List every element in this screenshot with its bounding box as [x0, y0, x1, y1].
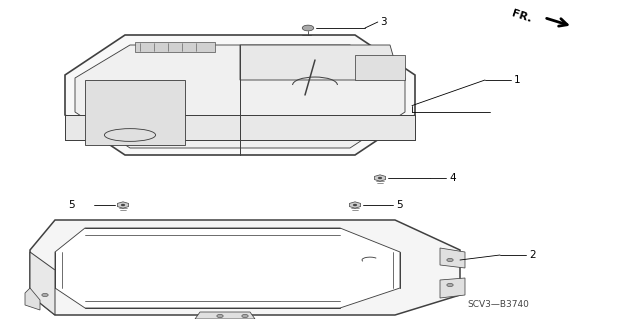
Polygon shape: [195, 312, 255, 319]
Text: 1: 1: [514, 75, 520, 85]
Text: 5: 5: [397, 200, 403, 210]
Circle shape: [378, 177, 382, 179]
Polygon shape: [30, 220, 460, 315]
Circle shape: [242, 315, 248, 318]
Text: 4: 4: [449, 173, 456, 183]
Polygon shape: [65, 115, 415, 140]
Text: SCV3—B3740: SCV3—B3740: [467, 300, 529, 309]
Polygon shape: [240, 45, 400, 80]
Text: FR.: FR.: [510, 8, 533, 24]
Circle shape: [447, 283, 453, 286]
Polygon shape: [440, 278, 465, 298]
Polygon shape: [355, 55, 405, 80]
Polygon shape: [135, 42, 215, 52]
Text: 3: 3: [380, 17, 387, 27]
Circle shape: [302, 25, 314, 31]
Polygon shape: [374, 175, 385, 181]
Text: 2: 2: [529, 250, 536, 260]
Polygon shape: [75, 45, 405, 148]
Circle shape: [217, 315, 223, 318]
Polygon shape: [440, 248, 465, 268]
Polygon shape: [30, 252, 55, 315]
Polygon shape: [118, 202, 129, 208]
Circle shape: [121, 204, 125, 206]
Circle shape: [42, 293, 48, 297]
Circle shape: [353, 204, 357, 206]
Polygon shape: [349, 202, 360, 208]
Circle shape: [447, 258, 453, 262]
Polygon shape: [55, 228, 400, 308]
Text: 5: 5: [68, 200, 75, 210]
Polygon shape: [65, 35, 415, 155]
Polygon shape: [85, 80, 185, 145]
Polygon shape: [25, 288, 40, 310]
